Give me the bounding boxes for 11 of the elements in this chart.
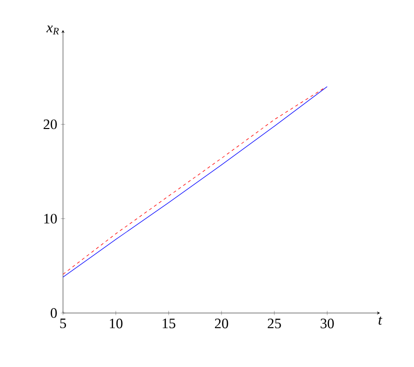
x-tick-label: 25	[268, 318, 281, 328]
y-tick-label: 10	[44, 214, 57, 224]
x-tick-label: 20	[214, 318, 228, 328]
x-tick-label: 30	[320, 318, 334, 328]
x-tick-label: 10	[110, 318, 122, 328]
y-axis-title: x$_{R}$	[46, 26, 59, 34]
y-tick-label: 20	[44, 119, 57, 130]
y-tick-label: 0	[50, 308, 57, 318]
x-tick-label: 15	[162, 318, 176, 328]
x-tick-label: 5	[60, 318, 66, 328]
x-axis-title: t	[378, 316, 382, 325]
